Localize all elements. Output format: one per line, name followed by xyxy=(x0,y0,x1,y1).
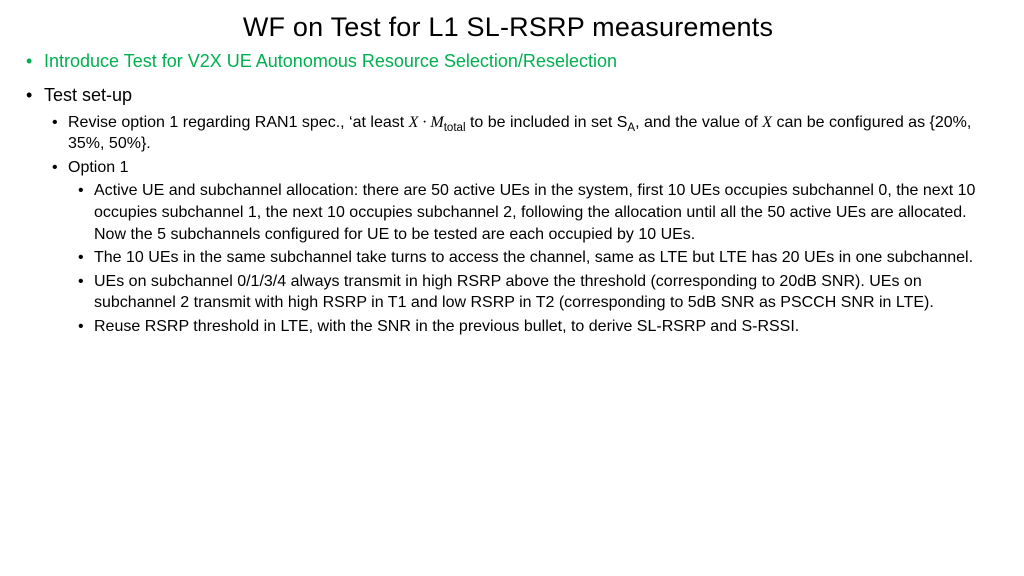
opt1-b-text: The 10 UEs in the same subchannel take t… xyxy=(94,249,973,266)
opt1-a-text: Active UE and subchannel allocation: the… xyxy=(94,182,975,242)
setup-bullet: Test set-up Revise option 1 regarding RA… xyxy=(20,83,996,337)
option1-bullet: Option 1 Active UE and subchannel alloca… xyxy=(44,157,996,338)
opt1-d-text: Reuse RSRP threshold in LTE, with the SN… xyxy=(94,318,799,335)
revise-mid: to be included in set S xyxy=(466,114,628,131)
slide-title: WF on Test for L1 SL-RSRP measurements xyxy=(20,12,996,43)
opt1-b: The 10 UEs in the same subchannel take t… xyxy=(68,247,996,269)
revise-suffix: , and the value of xyxy=(635,114,762,131)
opt1-a: Active UE and subchannel allocation: the… xyxy=(68,180,996,245)
revise-prefix: Revise option 1 regarding RAN1 spec., ‘a… xyxy=(68,114,409,131)
revise-bullet: Revise option 1 regarding RAN1 spec., ‘a… xyxy=(44,112,996,155)
opt1-c-text: UEs on subchannel 0/1/3/4 always transmi… xyxy=(94,273,934,312)
math-x-1: X xyxy=(409,114,419,131)
opt1-c: UEs on subchannel 0/1/3/4 always transmi… xyxy=(68,271,996,314)
body-list: Introduce Test for V2X UE Autonomous Res… xyxy=(20,49,996,338)
math-total: total xyxy=(444,122,466,134)
option1-label: Option 1 xyxy=(68,159,128,176)
math-x-2: X xyxy=(762,114,772,131)
opt1-d: Reuse RSRP threshold in LTE, with the SN… xyxy=(68,316,996,338)
intro-bullet: Introduce Test for V2X UE Autonomous Res… xyxy=(20,49,996,73)
option1-sublist: Active UE and subchannel allocation: the… xyxy=(68,180,996,337)
setup-sublist: Revise option 1 regarding RAN1 spec., ‘a… xyxy=(44,112,996,338)
math-sa-sub: A xyxy=(627,122,635,134)
math-dot: · xyxy=(418,114,430,131)
slide: WF on Test for L1 SL-RSRP measurements I… xyxy=(0,0,1024,576)
setup-label: Test set-up xyxy=(44,85,132,105)
math-m: M xyxy=(430,114,443,131)
intro-text: Introduce Test for V2X UE Autonomous Res… xyxy=(44,51,617,71)
